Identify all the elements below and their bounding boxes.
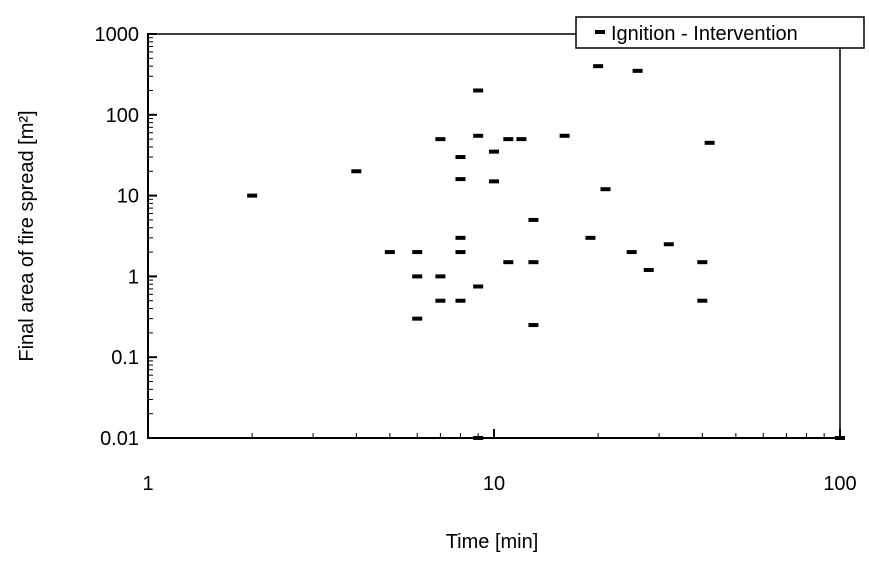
data-point [643,268,654,273]
data-point [528,323,539,328]
x-tick-label: 1 [142,473,153,495]
y-tick-label: 10 [117,186,139,208]
data-point [473,88,484,93]
data-point [455,250,466,255]
data-point [489,149,499,154]
data-point [516,137,527,142]
data-point [473,284,484,289]
data-point [697,298,708,303]
y-tick-label: 1000 [95,24,140,46]
data-point [593,64,604,69]
y-tick-label: 0.01 [100,428,139,450]
data-point [632,68,643,73]
x-tick-label: 10 [483,473,505,495]
data-point [626,250,637,255]
legend-box [575,16,865,49]
x-axis: 1 10 100 [142,429,857,495]
y-axis-label: Final area of fire spread [m²] [16,110,38,361]
data-point [503,260,514,265]
data-point [455,177,466,182]
data-point [473,133,484,138]
data-point [435,274,446,279]
data-point [384,250,395,255]
x-axis-label: Time [min] [446,531,539,553]
x-tick-label: 100 [823,473,856,495]
data-point [528,260,539,265]
legend-marker [595,30,605,34]
data-point [835,436,845,440]
data-point [528,217,539,222]
y-tick-label: 1 [128,266,139,288]
data-point [489,179,499,184]
data-point [412,316,423,321]
plot-area [147,33,841,439]
legend-label: Ignition - Intervention [611,23,798,45]
data-point [503,137,514,142]
data-point [585,235,596,240]
data-point [412,250,423,255]
data-point [351,169,362,174]
data-point [704,140,715,145]
y-tick-label: 0.1 [111,347,139,369]
y-tick-label: 100 [106,105,139,127]
data-point [247,193,258,198]
legend: Ignition - Intervention [575,16,865,49]
data-point [600,187,611,192]
data-point [663,242,674,247]
data-point [435,137,446,142]
data-points [247,64,845,440]
data-point [455,155,466,160]
data-point [435,298,446,303]
y-axis: 0.01 0.1 1 10 100 1000 [95,24,157,450]
data-point [697,260,708,265]
data-point [455,298,466,303]
data-point [473,436,484,440]
data-point [412,274,423,279]
data-point [559,133,570,138]
data-point [455,235,466,240]
